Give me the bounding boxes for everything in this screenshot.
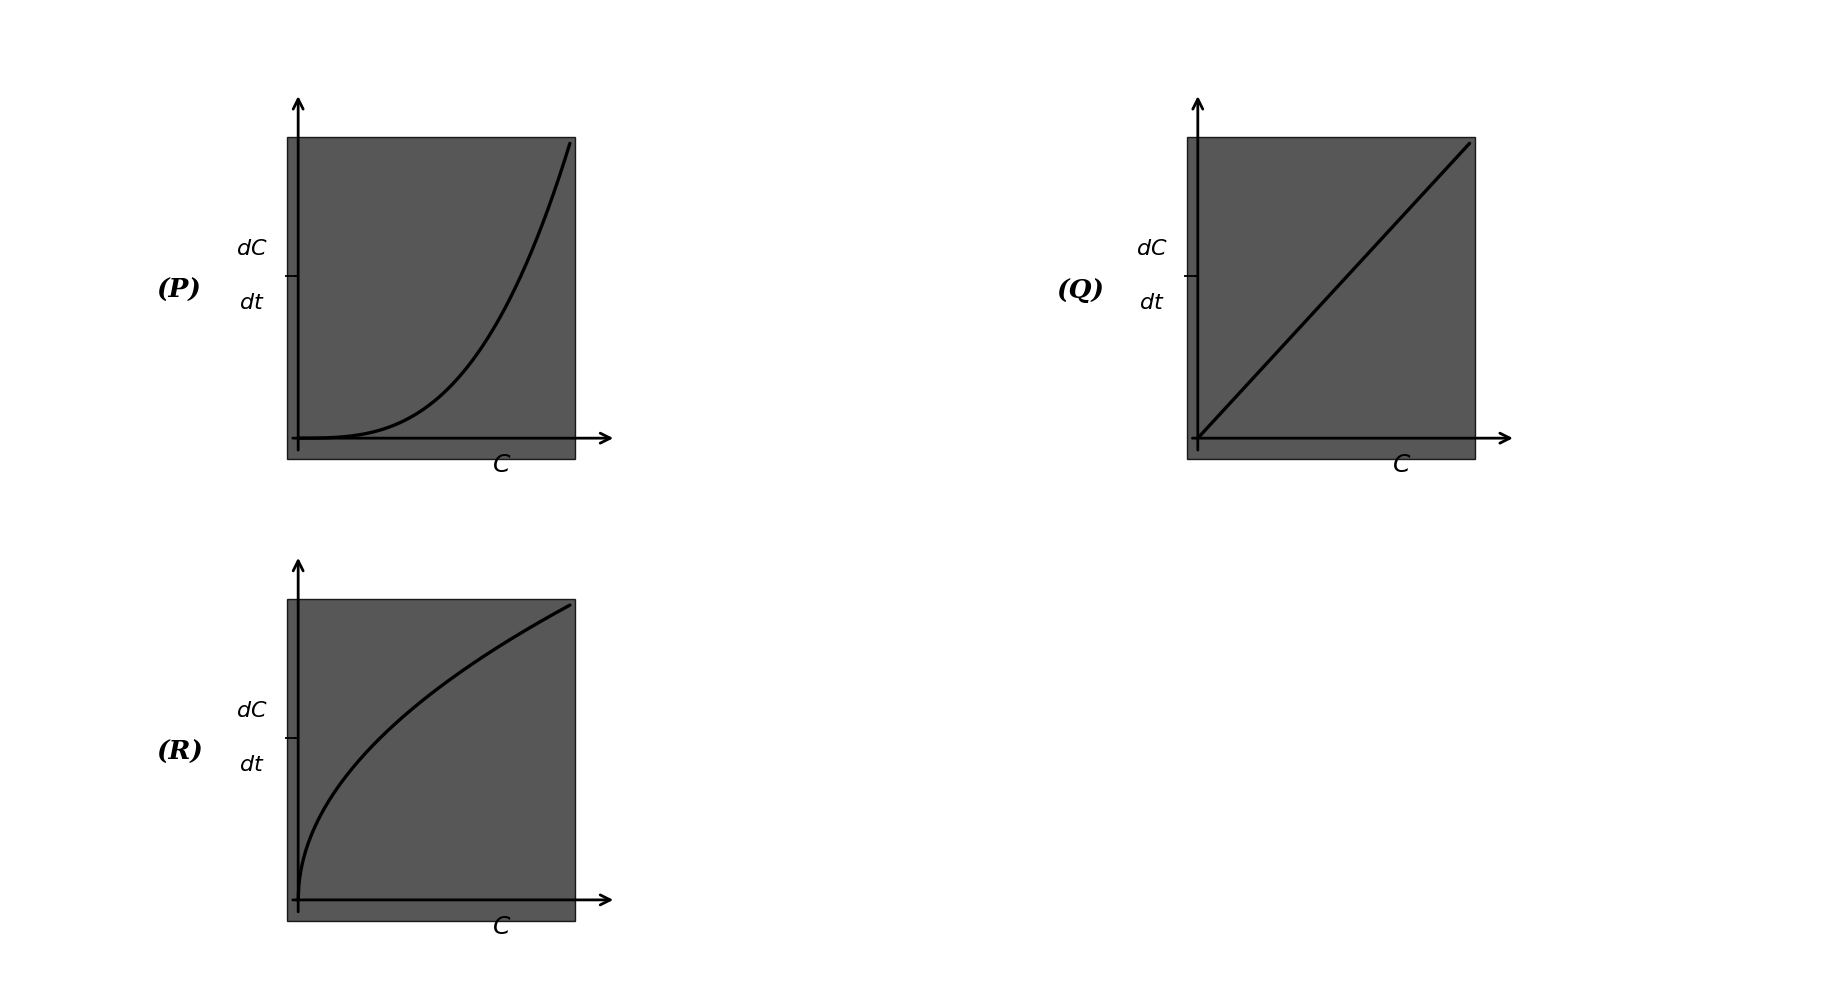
Text: $C$: $C$: [492, 455, 512, 478]
Text: $dC$: $dC$: [1136, 237, 1168, 260]
Text: $dt$: $dt$: [239, 292, 264, 314]
Text: $dt$: $dt$: [239, 754, 264, 776]
FancyBboxPatch shape: [286, 599, 575, 921]
Text: (Q): (Q): [1056, 278, 1105, 303]
Text: $dC$: $dC$: [237, 237, 268, 260]
FancyBboxPatch shape: [1186, 137, 1474, 459]
Text: $C$: $C$: [1392, 455, 1412, 478]
Text: (R): (R): [156, 740, 204, 765]
Text: (P): (P): [156, 278, 202, 303]
FancyBboxPatch shape: [286, 137, 575, 459]
Text: $dt$: $dt$: [1138, 292, 1164, 314]
Text: $dC$: $dC$: [237, 699, 268, 722]
Text: $C$: $C$: [492, 917, 512, 939]
